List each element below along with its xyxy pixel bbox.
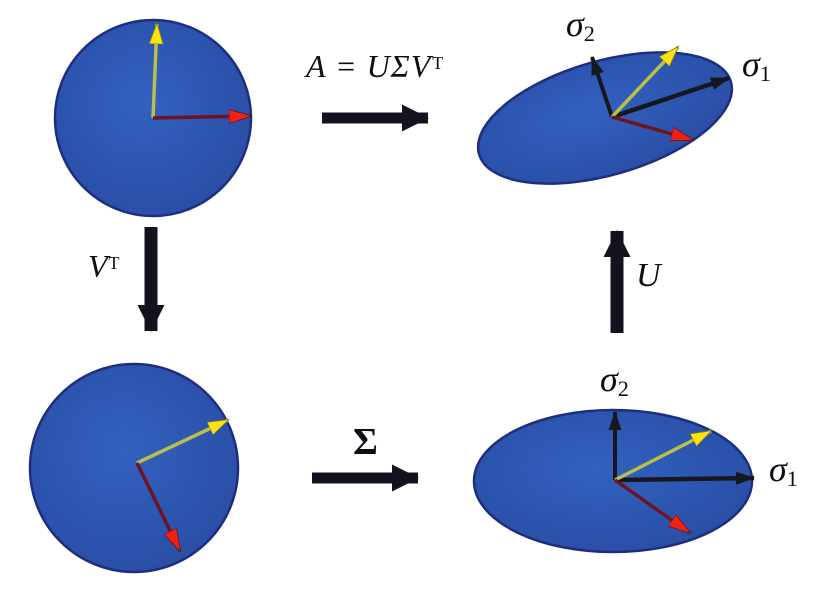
sigma2-base: σ — [600, 359, 618, 399]
u-base: U — [636, 257, 661, 294]
vt-transform-label: VT — [88, 250, 120, 282]
sigma-transform-label: Σ — [353, 423, 378, 461]
sigma1-label-bottom-right: σ1 — [769, 449, 798, 490]
sigma1-axis-arrow — [614, 471, 755, 485]
sigma2-label-bottom-right: σ2 — [600, 359, 629, 400]
red-scaled-vector — [613, 478, 690, 535]
formula-superscript: T — [432, 52, 445, 73]
sigma2-label-top-right: σ2 — [566, 4, 595, 45]
red-rotated-vector — [135, 462, 182, 551]
u-transform-label: U — [636, 259, 661, 293]
transformed-ellipse — [476, 51, 734, 185]
sigma1-principal-axis-arrow — [611, 75, 730, 120]
yellow-basis-vector — [153, 24, 157, 119]
sigma2-subscript: 2 — [617, 375, 629, 401]
sigma1-label-top-right: σ1 — [742, 44, 771, 85]
formula-base: A = UΣV — [306, 48, 432, 84]
yellow-transformed-vector — [610, 47, 678, 119]
sigma1-subscript: 1 — [786, 465, 798, 491]
sigma1-subscript: 1 — [759, 60, 771, 86]
red-basis-vector — [152, 116, 251, 118]
sigma1-base: σ — [742, 44, 760, 84]
sigma2-base: σ — [566, 4, 584, 44]
sigma-base: Σ — [353, 421, 378, 463]
vt-superscript: T — [108, 252, 120, 273]
vt-base: V — [88, 248, 108, 284]
top-right-transformed-ellipse-group — [476, 27, 734, 185]
yellow-rotated-vector — [136, 418, 228, 465]
red-transformed-vector — [611, 115, 693, 142]
yellow-scaled-vector — [614, 429, 711, 482]
sigma1-base: σ — [769, 449, 787, 489]
top-left-unit-disk-group — [53, 18, 251, 218]
sigma2-subscript: 2 — [583, 20, 595, 46]
sigma2-principal-axis-arrow — [590, 56, 614, 118]
bottom-right-scaled-ellipse-group — [472, 408, 755, 554]
formula-label: A = UΣVT — [306, 50, 444, 82]
rotated-unit-disk — [28, 362, 240, 574]
bottom-left-rotated-disk-group — [28, 362, 240, 574]
